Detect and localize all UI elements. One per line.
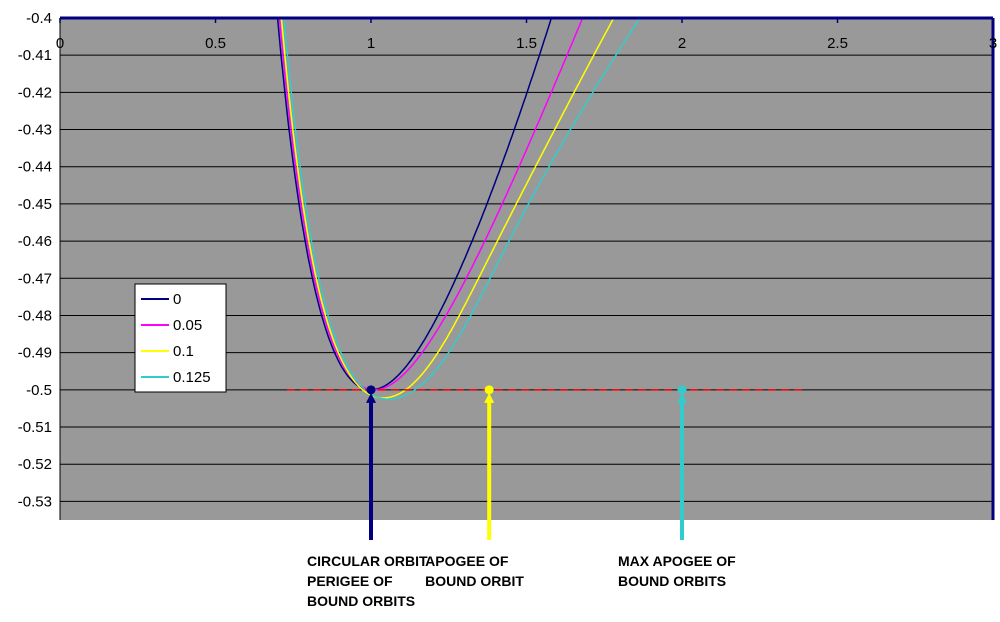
legend-label: 0.125	[173, 369, 211, 386]
tick-labels: -0.4 -0.41 -0.42 -0.43 -0.44 -0.45 -0.46 -0.47 -…	[18, 10, 997, 510]
series-line-0.05	[278, 18, 584, 391]
legend-box	[134, 283, 227, 393]
x-tick-label: 2	[678, 35, 686, 52]
marker-point	[366, 385, 376, 395]
x-tick-label: 0.5	[205, 35, 226, 52]
legend-label: 0	[173, 291, 181, 308]
y-tick-label: -0.42	[18, 84, 52, 101]
y-tick-label: -0.52	[18, 456, 52, 473]
y-tick-label: -0.47	[18, 270, 52, 287]
y-tick-label: -0.53	[18, 493, 52, 510]
x-tick-label: 2.5	[827, 35, 848, 52]
annotation-text: CIRCULAR ORBIT	[307, 553, 428, 569]
y-tick-label: -0.5	[26, 382, 52, 399]
annotation-text: BOUND ORBITS	[307, 593, 415, 609]
marker-point	[677, 385, 687, 395]
marker-point	[484, 385, 494, 395]
y-tick-label: -0.44	[18, 159, 52, 176]
plot-area	[60, 18, 993, 520]
y-tick-label: -0.43	[18, 122, 52, 139]
series-layer	[276, 18, 641, 400]
legend-label: 0.1	[173, 343, 194, 360]
series-line-0	[276, 18, 553, 391]
axes	[59, 16, 995, 520]
x-tick-label: 3	[989, 35, 997, 52]
annotation-text: APOGEE OF	[425, 553, 509, 569]
annotation-text: BOUND ORBIT	[425, 573, 524, 589]
x-tick-label: 0	[56, 35, 64, 52]
legend: 0 0.05 0.1 0.125	[134, 283, 227, 393]
y-tick-label: -0.45	[18, 196, 52, 213]
y-tick-label: -0.4	[26, 10, 52, 27]
series-line-0.125	[283, 18, 641, 400]
y-tick-label: -0.41	[18, 47, 52, 64]
series-line-0.1	[280, 18, 615, 399]
annotation-text: BOUND ORBITS	[618, 573, 726, 589]
annotation-arrow-head	[366, 392, 376, 403]
legend-label: 0.05	[173, 317, 202, 334]
y-tick-label: -0.48	[18, 307, 52, 324]
reference-layer	[287, 385, 807, 540]
annotation-text: MAX APOGEE OF	[618, 553, 736, 569]
annotation-text: PERIGEE OF	[307, 573, 393, 589]
y-tick-label: -0.49	[18, 345, 52, 362]
annotations: CIRCULAR ORBIT PERIGEE OF BOUND ORBITS APOG…	[307, 553, 736, 609]
annotation-arrow-head	[677, 392, 687, 403]
y-tick-label: -0.51	[18, 419, 52, 436]
y-tick-label: -0.46	[18, 233, 52, 250]
annotation-arrow-head	[484, 392, 495, 403]
x-tick-label: 1	[367, 35, 375, 52]
x-tick-label: 1.5	[516, 35, 537, 52]
